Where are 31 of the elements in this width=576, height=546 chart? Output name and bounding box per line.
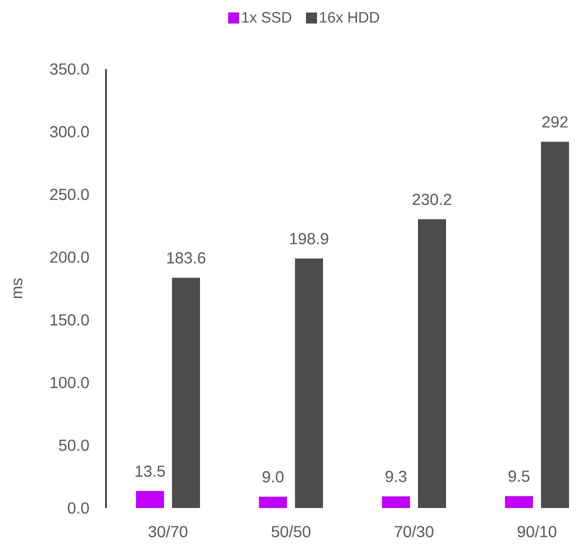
x-tick-label: 90/10 xyxy=(518,526,556,538)
legend-label: 16x HDD xyxy=(320,12,380,23)
y-tick-label: 350.0 xyxy=(50,63,89,75)
bar xyxy=(382,496,410,508)
data-label: 9.0 xyxy=(262,471,284,482)
y-tick-label: 100.0 xyxy=(50,376,89,388)
data-label: 198.9 xyxy=(290,232,328,244)
bar xyxy=(172,278,200,508)
x-tick-label: 50/50 xyxy=(272,526,310,538)
bar xyxy=(540,142,569,508)
data-label: 292 xyxy=(542,116,568,128)
data-label: 183.6 xyxy=(167,252,206,264)
y-tick-label: 200.0 xyxy=(50,251,89,263)
x-tick-label: 70/30 xyxy=(394,526,434,538)
y-tick-label: 50.0 xyxy=(58,440,89,451)
y-tick-label: 150.0 xyxy=(50,314,89,326)
bar xyxy=(295,258,323,508)
bar xyxy=(136,491,164,508)
bar xyxy=(418,219,446,508)
data-label: 13.5 xyxy=(136,466,165,477)
y-axis-title: ms xyxy=(14,278,22,298)
data-label: 9.5 xyxy=(508,470,530,482)
y-tick-label: 0.0 xyxy=(68,502,89,514)
x-tick-label: 30/70 xyxy=(148,526,188,538)
bar xyxy=(504,496,533,508)
data-label: 9.3 xyxy=(386,470,406,482)
bar xyxy=(259,496,287,508)
legend-label: 1x SSD xyxy=(242,12,292,23)
data-label: 230.2 xyxy=(412,194,452,206)
y-tick-label: 250.0 xyxy=(50,188,89,200)
y-tick-label: 300.0 xyxy=(50,126,89,138)
